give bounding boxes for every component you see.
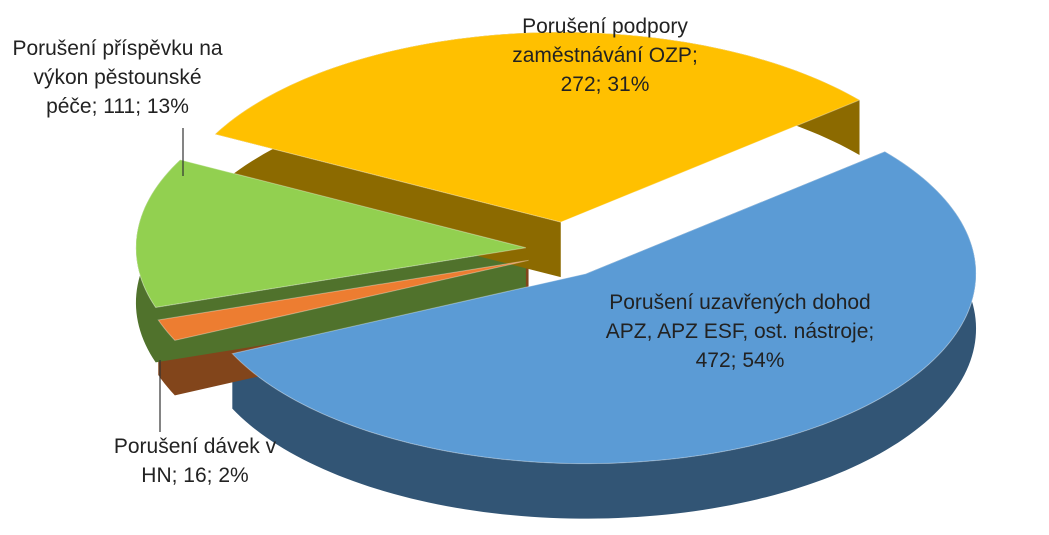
slice	[157, 259, 529, 341]
slice	[214, 31, 861, 223]
slice	[135, 159, 527, 308]
data-label: Porušení dávek v HN; 16; 2%	[113, 435, 277, 487]
data-label: Porušení uzavřených dohod APZ, APZ ESF, …	[605, 291, 875, 372]
slice	[231, 150, 977, 465]
data-label: Porušení podpory zaměstnávání OZP; 272; …	[512, 15, 698, 96]
data-label: Porušení příspěvku na výkon pěstounské p…	[12, 37, 223, 118]
